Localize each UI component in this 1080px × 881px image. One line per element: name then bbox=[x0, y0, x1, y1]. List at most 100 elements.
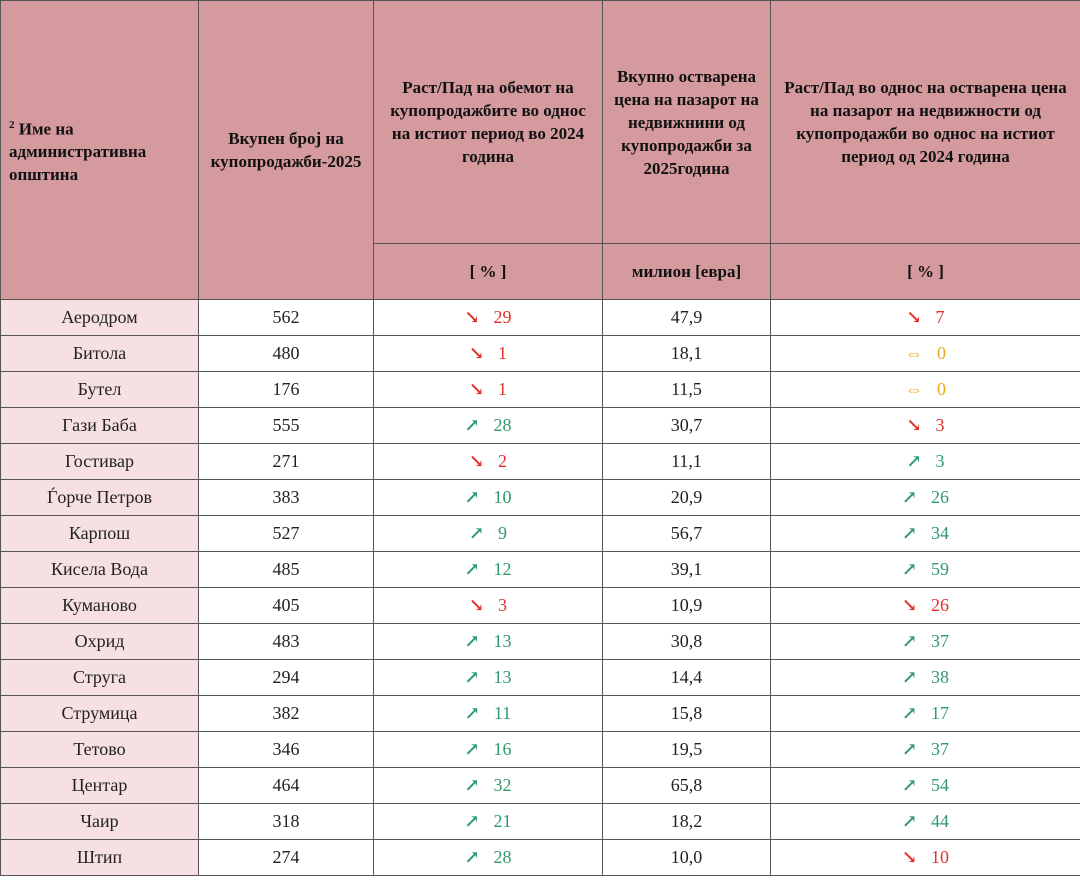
price-cell: 65,8 bbox=[602, 767, 771, 804]
trend-arrow: ↗ bbox=[464, 847, 480, 867]
price-cell: 19,5 bbox=[602, 731, 771, 768]
trend-arrow: ↗ bbox=[901, 667, 918, 687]
trend-arrow: ↗ bbox=[464, 631, 480, 651]
trend-arrow: ↗ bbox=[901, 523, 918, 543]
table-row: Струга 294 ↗ 13 14,4 ↗ 38 bbox=[0, 659, 1080, 696]
trend-arrow: ↘ bbox=[906, 415, 922, 435]
change-value: 10 bbox=[931, 847, 950, 867]
name-cell: Битола bbox=[0, 335, 199, 372]
trend-arrow: ↗ bbox=[464, 775, 480, 795]
trend-arrow: ↘ bbox=[468, 379, 485, 399]
change-value: 32 bbox=[493, 775, 512, 795]
table-row: Карпош 527 ↗ 9 56,7 ↗ 34 bbox=[0, 515, 1080, 552]
change-value: 1 bbox=[498, 343, 508, 363]
price-cell: 30,8 bbox=[602, 623, 771, 660]
table-row: Бутел 176 ↘ 1 11,5 ⇔ 0 bbox=[0, 371, 1080, 408]
trend-arrow: ↗ bbox=[901, 559, 918, 579]
change-value: 12 bbox=[493, 559, 512, 579]
trend-arrow: ↗ bbox=[464, 559, 480, 579]
count-cell: 346 bbox=[198, 731, 374, 768]
change-value: 21 bbox=[493, 811, 512, 831]
change-cell: ↗ 13 bbox=[373, 623, 603, 660]
trend-arrow: ↘ bbox=[468, 343, 485, 363]
change-value: 10 bbox=[493, 487, 512, 507]
price-cell: 14,4 bbox=[602, 659, 771, 696]
change-cell: ↗ 26 bbox=[770, 479, 1080, 516]
change-cell: ↗ 17 bbox=[770, 695, 1080, 732]
count-cell: 405 bbox=[198, 587, 374, 624]
trend-arrow: ↘ bbox=[901, 595, 918, 615]
change-value: 7 bbox=[935, 307, 945, 327]
change-cell: ↘ 7 bbox=[770, 299, 1080, 336]
count-cell: 176 bbox=[198, 371, 374, 408]
trend-arrow: ⇔ bbox=[905, 379, 923, 399]
price-cell: 15,8 bbox=[602, 695, 771, 732]
change-cell: ↗ 59 bbox=[770, 551, 1080, 588]
header-text: Име на административна општина bbox=[9, 119, 147, 185]
table-row: Тетово 346 ↗ 16 19,5 ↗ 37 bbox=[0, 731, 1080, 768]
table-body: Аеродром 562 ↘ 29 47,9 ↘ 7 Битола 480 ↘ 1 18,1 ⇔ 0 Бут… bbox=[0, 299, 1080, 876]
change-cell: ↘ 26 bbox=[770, 587, 1080, 624]
trend-arrow: ⇔ bbox=[905, 343, 923, 363]
count-cell: 274 bbox=[198, 839, 374, 876]
name-cell: Карпош bbox=[0, 515, 199, 552]
trend-arrow: ↗ bbox=[901, 487, 918, 507]
change-value: 3 bbox=[498, 595, 508, 615]
unit-cell: [ % ] bbox=[770, 243, 1080, 300]
change-cell: ↗ 21 bbox=[373, 803, 603, 840]
change-value: 38 bbox=[931, 667, 950, 687]
change-cell: ↗ 13 bbox=[373, 659, 603, 696]
table-row: Центар 464 ↗ 32 65,8 ↗ 54 bbox=[0, 767, 1080, 804]
count-cell: 562 bbox=[198, 299, 374, 336]
trend-arrow: ↗ bbox=[464, 811, 480, 831]
header-cell: Раст/Пад во однос на остварена цена на п… bbox=[770, 0, 1080, 244]
change-value: 9 bbox=[498, 523, 508, 543]
change-cell: ↗ 54 bbox=[770, 767, 1080, 804]
change-cell: ↗ 3 bbox=[770, 443, 1080, 480]
table-row: Гостивар 271 ↘ 2 11,1 ↗ 3 bbox=[0, 443, 1080, 480]
name-cell: Кисела Вода bbox=[0, 551, 199, 588]
header-cell: Раст/Пад на обемот на купопродажбите во … bbox=[373, 0, 603, 244]
unit-cell: [ % ] bbox=[373, 243, 603, 300]
change-cell: ↗ 34 bbox=[770, 515, 1080, 552]
change-value: 3 bbox=[935, 415, 945, 435]
price-cell: 20,9 bbox=[602, 479, 771, 516]
change-value: 59 bbox=[931, 559, 950, 579]
change-value: 13 bbox=[493, 667, 512, 687]
change-value: 1 bbox=[498, 379, 508, 399]
change-value: 28 bbox=[493, 415, 512, 435]
table-row: Куманово 405 ↘ 3 10,9 ↘ 26 bbox=[0, 587, 1080, 624]
change-value: 54 bbox=[931, 775, 950, 795]
price-cell: 56,7 bbox=[602, 515, 771, 552]
trend-arrow: ↗ bbox=[901, 703, 918, 723]
name-cell: Струга bbox=[0, 659, 199, 696]
change-cell: ↘ 2 bbox=[373, 443, 603, 480]
price-cell: 18,1 bbox=[602, 335, 771, 372]
change-value: 44 bbox=[931, 811, 950, 831]
price-cell: 47,9 bbox=[602, 299, 771, 336]
unit-cell: милион [евра] bbox=[602, 243, 771, 300]
count-cell: 318 bbox=[198, 803, 374, 840]
trend-arrow: ↗ bbox=[901, 811, 918, 831]
count-cell: 382 bbox=[198, 695, 374, 732]
trend-arrow: ↗ bbox=[464, 415, 480, 435]
name-cell: Тетово bbox=[0, 731, 199, 768]
change-cell: ↗ 11 bbox=[373, 695, 603, 732]
change-value: 3 bbox=[935, 451, 945, 471]
change-value: 13 bbox=[493, 631, 512, 651]
change-cell: ↗ 10 bbox=[373, 479, 603, 516]
price-cell: 30,7 bbox=[602, 407, 771, 444]
change-value: 28 bbox=[493, 847, 512, 867]
name-cell: Струмица bbox=[0, 695, 199, 732]
table-row: Битола 480 ↘ 1 18,1 ⇔ 0 bbox=[0, 335, 1080, 372]
change-value: 34 bbox=[931, 523, 950, 543]
table-row: Струмица 382 ↗ 11 15,8 ↗ 17 bbox=[0, 695, 1080, 732]
change-cell: ↗ 38 bbox=[770, 659, 1080, 696]
trend-arrow: ↘ bbox=[906, 307, 922, 327]
count-cell: 480 bbox=[198, 335, 374, 372]
trend-arrow: ↘ bbox=[464, 307, 480, 327]
name-cell: Штип bbox=[0, 839, 199, 876]
change-value: 26 bbox=[931, 487, 950, 507]
change-value: 2 bbox=[498, 451, 508, 471]
